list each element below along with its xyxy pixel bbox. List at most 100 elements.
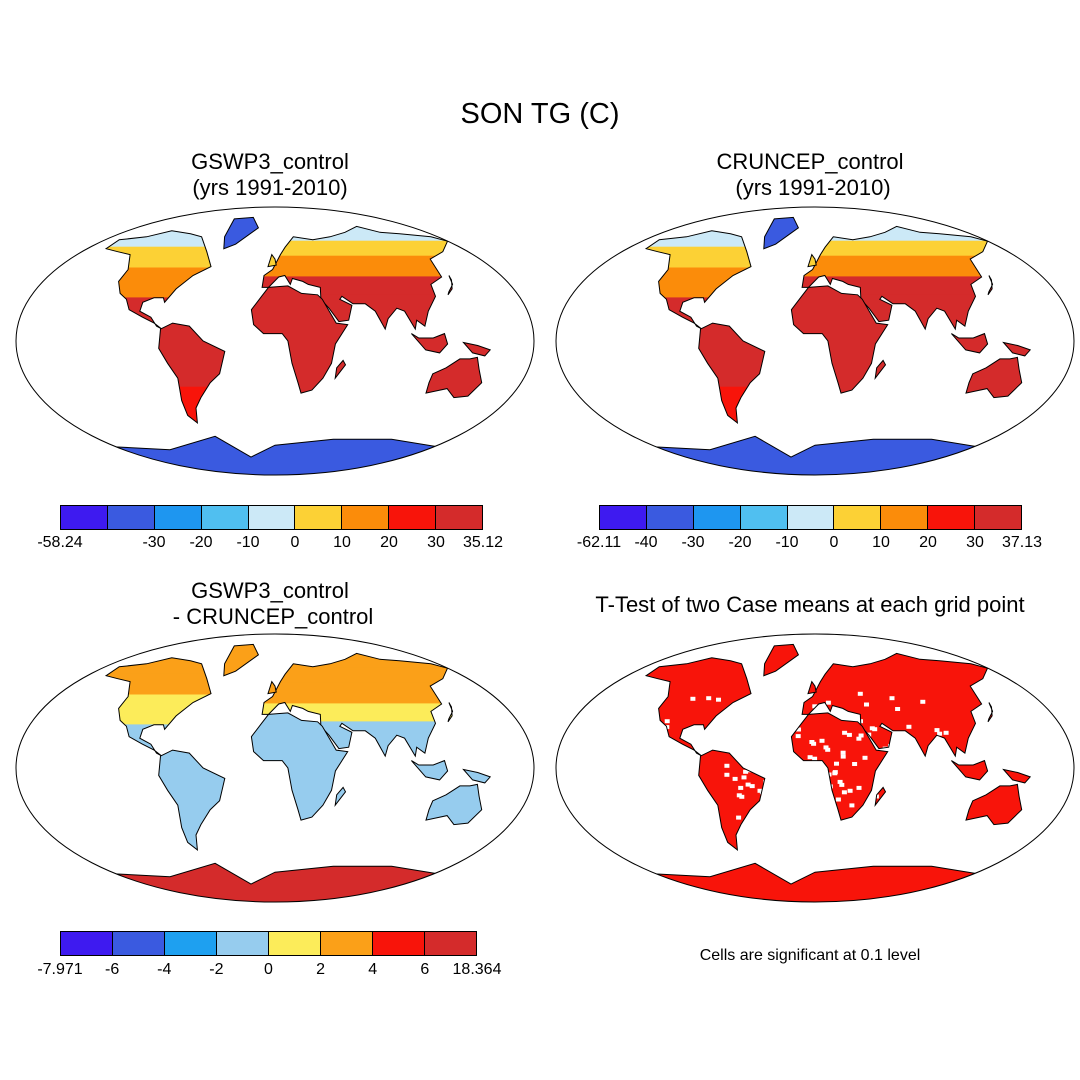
coastline-newguinea <box>462 341 492 357</box>
insignificant-cell <box>839 711 845 716</box>
insignificant-cell <box>928 776 933 780</box>
land-band <box>966 784 1022 825</box>
colorbar-swatch <box>646 506 694 529</box>
insignificant-cell <box>936 771 941 775</box>
insignificant-cell <box>690 696 696 701</box>
land-band <box>966 357 1022 398</box>
land-band <box>808 254 817 267</box>
insignificant-cell <box>875 788 877 793</box>
insignificant-cell <box>775 708 780 712</box>
insignificant-cell <box>796 727 801 732</box>
insignificant-cell <box>930 800 935 804</box>
insignificant-cell <box>932 768 937 772</box>
insignificant-cell <box>798 706 803 710</box>
coastline-samerica <box>158 749 226 852</box>
land-band <box>262 681 448 704</box>
insignificant-cell <box>842 730 848 735</box>
insignificant-cell <box>799 765 805 769</box>
insignificant-cell <box>792 698 797 702</box>
insignificant-cell <box>894 762 899 766</box>
insignificant-cell <box>781 717 786 721</box>
insignificant-cell <box>846 837 851 841</box>
insignificant-cell <box>775 686 780 690</box>
insignificant-cell <box>969 822 974 826</box>
insignificant-cell <box>790 844 795 848</box>
insignificant-cell <box>916 788 921 792</box>
colorbar-tick-label: 4 <box>368 961 378 978</box>
insignificant-cell <box>895 863 901 865</box>
insignificant-cell <box>934 752 939 756</box>
insignificant-cell <box>889 800 894 804</box>
insignificant-cell <box>724 772 730 777</box>
insignificant-cell <box>943 768 948 772</box>
colorbar-tick-label: -20 <box>728 534 752 551</box>
coastline-namerica <box>104 230 212 330</box>
colorbar-tick-label: -10 <box>236 534 260 551</box>
insignificant-cell <box>716 697 721 702</box>
insignificant-cell <box>899 784 904 788</box>
insignificant-cell <box>895 707 901 711</box>
coastline-uk <box>807 680 817 695</box>
insignificant-cell <box>903 759 908 763</box>
insignificant-cell <box>732 776 738 781</box>
land-band <box>802 653 988 668</box>
insignificant-cell <box>746 738 751 743</box>
land-band <box>652 863 978 902</box>
insignificant-cell <box>917 751 923 756</box>
insignificant-cell <box>825 700 831 705</box>
insignificant-cell <box>883 765 888 769</box>
insignificant-cell <box>938 782 943 786</box>
insignificant-cell <box>788 767 793 771</box>
insignificant-cell <box>942 789 947 793</box>
panel-title-line1: GSWP3_control <box>191 149 349 174</box>
insignificant-cell <box>936 772 941 776</box>
insignificant-cell <box>729 721 735 726</box>
insignificant-cell <box>780 695 785 699</box>
colorbar-swatch <box>217 932 269 955</box>
insignificant-cell <box>922 774 927 778</box>
insignificant-cell <box>768 709 773 713</box>
land-band <box>262 254 448 277</box>
colorbar-difference <box>60 931 477 956</box>
insignificant-cell <box>847 788 853 793</box>
colorbar-swatch <box>834 506 882 529</box>
insignificant-cell <box>950 777 955 781</box>
insignificant-cell <box>664 719 670 724</box>
insignificant-cell <box>823 784 829 789</box>
colorbar-swatch <box>881 506 929 529</box>
land-australia <box>426 784 482 825</box>
insignificant-cell <box>741 760 747 765</box>
insignificant-cell <box>849 803 855 808</box>
insignificant-cell <box>872 831 877 835</box>
map-cruncep <box>555 206 1075 476</box>
insignificant-cell <box>889 854 894 858</box>
land-band <box>262 666 448 683</box>
insignificant-cell <box>794 701 799 705</box>
coastline-africa <box>790 712 889 821</box>
map-difference <box>15 633 535 903</box>
coastline-seasia <box>951 332 989 354</box>
land-band <box>335 787 346 806</box>
insignificant-cell <box>942 784 947 788</box>
land-band <box>463 769 491 783</box>
colorbar-tick-label: 0 <box>829 534 839 551</box>
coastline-africa <box>790 285 889 394</box>
significance-note: Cells are significant at 0.1 level <box>699 947 921 964</box>
insignificant-cell <box>825 747 831 752</box>
insignificant-cell <box>846 732 852 737</box>
insignificant-cell <box>905 777 910 781</box>
colorbar-tick-label: 30 <box>966 534 984 551</box>
land-band <box>646 657 751 674</box>
colorbar-cruncep <box>599 505 1022 530</box>
insignificant-cell <box>925 770 930 774</box>
insignificant-cell <box>784 717 789 721</box>
insignificant-cell <box>877 857 882 861</box>
land-band <box>106 672 211 695</box>
colorbar-swatch <box>201 506 249 529</box>
insignificant-cell <box>795 734 801 739</box>
insignificant-cell <box>931 775 936 779</box>
coastline-uk <box>267 680 277 695</box>
insignificant-cell <box>786 707 791 711</box>
insignificant-cell <box>827 784 833 789</box>
coastline-newguinea <box>1002 768 1032 784</box>
